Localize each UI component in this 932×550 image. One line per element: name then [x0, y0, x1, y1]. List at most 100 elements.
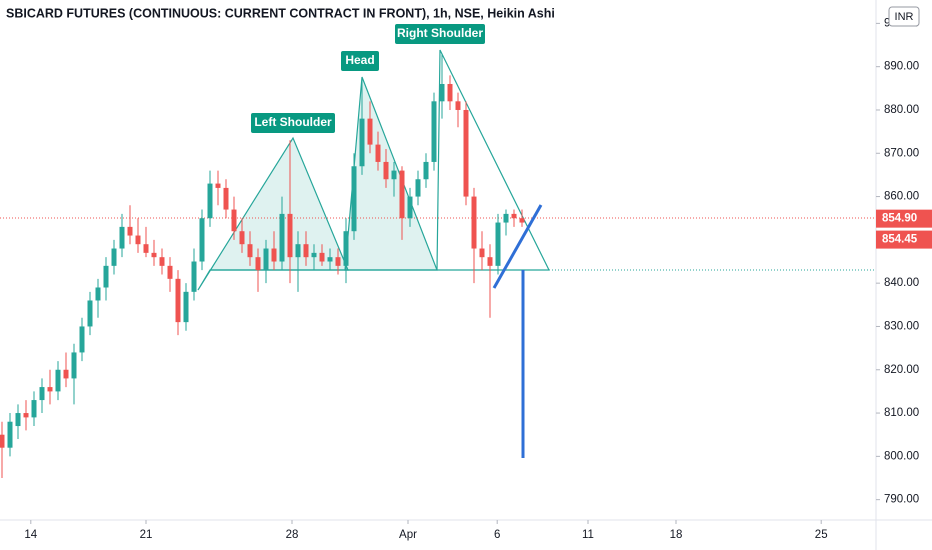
candle-body	[47, 387, 53, 392]
chart-title: SBICARD FUTURES (CONTINUOUS: CURRENT CON…	[6, 6, 555, 20]
candle-body	[0, 434, 5, 448]
candle-body	[87, 300, 93, 327]
y-tick-label: 800.00	[884, 450, 919, 462]
candle-body	[271, 248, 277, 262]
candle-body	[119, 226, 125, 249]
candles	[0, 53, 525, 479]
price-label-box	[876, 209, 932, 228]
candle-body	[215, 183, 221, 188]
candle-body	[127, 226, 133, 236]
candle-body	[239, 231, 245, 245]
candle-body	[319, 252, 325, 262]
annotation-box	[251, 113, 335, 133]
candle-body	[31, 400, 37, 418]
candle-body	[343, 231, 349, 266]
candle-body	[487, 257, 493, 266]
y-tick-label: 890.00	[884, 61, 919, 73]
annotation: Head	[345, 53, 374, 67]
candle-body	[183, 291, 189, 323]
candle-body	[111, 248, 117, 266]
y-tick-label: 790.00	[884, 494, 919, 506]
candle-body	[407, 196, 413, 219]
x-tick-label: 11	[582, 529, 594, 541]
candle-body	[199, 218, 205, 262]
candle-body	[247, 244, 253, 258]
candle-body	[175, 278, 181, 323]
candle-body	[23, 413, 29, 418]
annotation: Left Shoulder	[254, 115, 332, 129]
candle-body	[311, 252, 317, 258]
x-tick-label: 18	[670, 529, 683, 541]
candle-body	[455, 101, 461, 110]
candle-body	[471, 196, 477, 249]
annotation: Right Shoulder	[397, 26, 483, 40]
candle-body	[519, 218, 525, 223]
candle-body	[151, 252, 157, 258]
candle-body	[423, 161, 429, 180]
x-tick-label: 14	[24, 529, 37, 541]
candle-body	[255, 257, 261, 271]
y-tick-label: 880.00	[884, 104, 919, 116]
annotation-box	[395, 24, 485, 44]
x-tick-label: 21	[140, 529, 153, 541]
y-tick-label: 860.00	[884, 191, 919, 203]
drawings: Left Shoulder Head Right Shoulder	[251, 24, 543, 458]
candle-body	[287, 213, 293, 258]
candle-body	[63, 369, 69, 379]
candle-body	[231, 209, 237, 232]
candle-body	[447, 83, 453, 102]
candle-body	[103, 265, 109, 288]
currency-badge	[888, 6, 920, 27]
candle-body	[191, 261, 197, 292]
right-shoulder-lines	[436, 49, 550, 271]
candle-body	[391, 170, 397, 180]
candle-body	[367, 118, 373, 145]
y-tick-label: 870.00	[884, 147, 919, 159]
candle-body	[135, 235, 141, 245]
candle-body	[399, 170, 405, 219]
price-label: 854.45	[882, 234, 918, 246]
candle-body	[383, 161, 389, 180]
candle-body	[511, 213, 517, 219]
trend-line	[492, 204, 543, 289]
candle-body	[375, 144, 381, 162]
candle-body	[55, 369, 61, 392]
candle-body	[39, 387, 45, 401]
candle-body	[207, 183, 213, 219]
candle-body	[335, 257, 341, 266]
candle-body	[327, 257, 333, 262]
y-tick-label: 840.00	[884, 277, 919, 289]
candle-body	[359, 118, 365, 167]
candle-body	[479, 248, 485, 258]
price-label-box	[876, 230, 932, 249]
candle-body	[351, 166, 357, 232]
x-tick-label: 25	[815, 529, 828, 541]
candle-body	[431, 101, 437, 162]
candle-body	[7, 421, 13, 448]
x-tick-label: 6	[494, 529, 500, 541]
candle-body	[143, 244, 149, 253]
candle-body	[223, 187, 229, 210]
candle-body	[279, 213, 285, 262]
candle-body	[495, 222, 501, 266]
candle-body	[503, 213, 509, 223]
candle-body	[15, 413, 21, 427]
candle-body	[79, 326, 85, 353]
price-label: 854.90	[882, 213, 917, 225]
candle-body	[439, 83, 445, 102]
candle-body	[95, 287, 101, 301]
x-tick-label: 28	[286, 529, 299, 541]
annotation-box	[341, 51, 379, 71]
candle-body	[303, 244, 309, 258]
x-tick-label: Apr	[399, 529, 417, 541]
currency: INR	[895, 11, 914, 23]
candle-body	[463, 109, 469, 197]
y-tick-label: 820.00	[884, 364, 919, 376]
candle-body	[263, 248, 269, 271]
y-tick-label: 830.00	[884, 320, 919, 332]
y-tick-label: 810.00	[884, 407, 919, 419]
candle-body	[167, 265, 173, 279]
candle-body	[71, 352, 77, 379]
